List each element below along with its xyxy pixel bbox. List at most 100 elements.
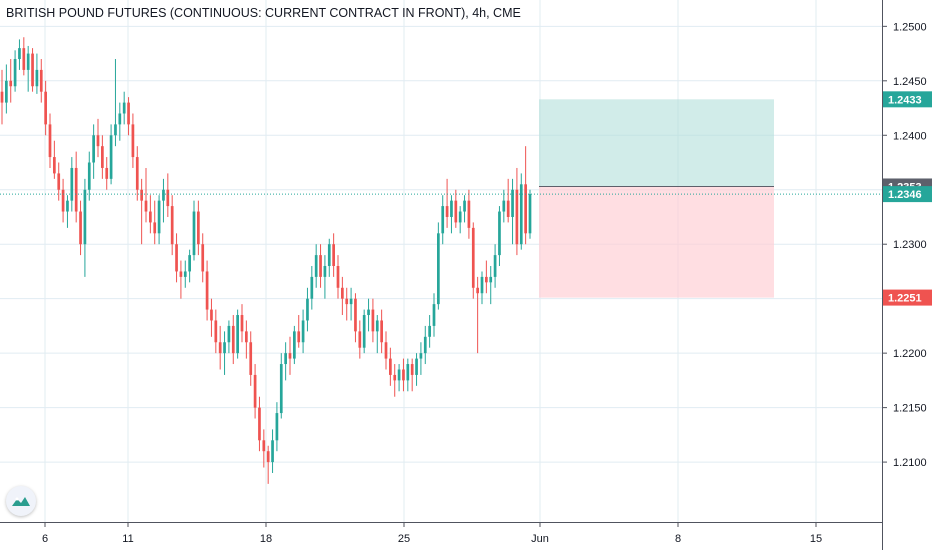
candle-body — [279, 364, 283, 414]
candle — [5, 64, 8, 114]
candle — [192, 200, 196, 261]
chart-title: BRITISH POUND FUTURES (CONTINUOUS: CURRE… — [6, 6, 521, 20]
y-tick-label: 1.2500 — [893, 21, 927, 33]
candle — [236, 309, 239, 359]
candle-body — [149, 211, 152, 223]
candle-body — [463, 200, 466, 212]
candle-body — [105, 167, 109, 179]
candle-body — [293, 331, 296, 359]
candle-body — [192, 211, 196, 256]
candle — [22, 37, 26, 76]
candle-body — [79, 211, 82, 245]
candle-body — [258, 407, 261, 441]
candle — [70, 157, 74, 212]
candle — [375, 315, 379, 354]
candle-body — [135, 157, 139, 190]
tradingview-logo[interactable] — [6, 486, 36, 516]
candle — [140, 178, 143, 245]
candle-body — [419, 353, 423, 359]
candle-body — [197, 211, 200, 245]
candle — [144, 167, 148, 223]
candle-body — [506, 200, 510, 217]
candle-body — [314, 255, 318, 277]
candle — [502, 189, 506, 223]
candle — [480, 271, 484, 305]
y-tick-label: 1.2150 — [893, 403, 927, 415]
candle — [275, 402, 279, 452]
candle-body — [57, 173, 61, 190]
candle-body — [476, 287, 479, 294]
x-tick-label: 15 — [810, 533, 822, 545]
candle — [109, 124, 113, 185]
candle — [162, 178, 165, 223]
candle — [314, 244, 318, 288]
candle-body — [371, 309, 375, 332]
candle-body — [441, 206, 445, 234]
candle — [528, 189, 532, 239]
candle — [284, 342, 287, 381]
candle — [175, 233, 178, 283]
candle — [170, 195, 174, 256]
candle-body — [319, 255, 322, 277]
candle — [74, 151, 78, 223]
candle-body — [288, 353, 292, 359]
candle-body — [162, 189, 165, 201]
candle-body — [502, 200, 506, 212]
candle — [423, 325, 427, 365]
candle — [240, 304, 244, 343]
candle — [57, 162, 61, 201]
candle — [131, 113, 135, 168]
candle-body — [432, 304, 436, 326]
logo-icon — [12, 497, 30, 506]
candle-body — [13, 59, 17, 87]
candle — [498, 206, 501, 266]
x-tick-label: 25 — [398, 533, 410, 545]
candle — [135, 146, 139, 201]
candle — [205, 260, 209, 321]
candle-body — [423, 336, 427, 354]
candle — [310, 266, 314, 310]
candle-body — [332, 244, 335, 266]
y-tick-label: 1.2200 — [893, 348, 927, 360]
candle — [118, 102, 122, 141]
candle-body — [9, 80, 13, 87]
candle-body — [0, 91, 4, 103]
candle-body — [114, 124, 117, 136]
candle — [506, 178, 510, 223]
candle-body — [118, 113, 122, 125]
candle-body — [336, 266, 340, 288]
long-position-tool[interactable] — [539, 99, 774, 298]
candle — [188, 249, 191, 283]
candle — [362, 309, 366, 354]
candle — [384, 331, 388, 370]
candle — [397, 364, 401, 392]
candle-body — [389, 358, 392, 375]
candle — [327, 238, 331, 277]
candle-body — [266, 451, 270, 463]
candle-body — [183, 271, 187, 277]
candle-body — [384, 342, 388, 359]
y-tick-label: 1.2400 — [893, 130, 927, 142]
candle-body — [310, 276, 314, 299]
candle-body — [66, 200, 69, 212]
candle — [415, 353, 418, 386]
candle-body — [83, 189, 87, 245]
candle-body — [341, 287, 344, 299]
candle — [380, 309, 383, 354]
candle-body — [218, 342, 222, 354]
candle — [214, 309, 218, 354]
candle-body — [245, 331, 248, 343]
price-badge-label: 1.2251 — [888, 293, 922, 305]
candle — [114, 59, 117, 147]
candle — [393, 364, 397, 397]
candle — [345, 287, 349, 321]
candle — [35, 53, 39, 94]
candle-body — [367, 309, 370, 316]
price-badge: 1.2433 — [883, 91, 932, 108]
candle-body — [471, 227, 475, 288]
candle — [319, 244, 322, 288]
candle — [26, 45, 30, 92]
